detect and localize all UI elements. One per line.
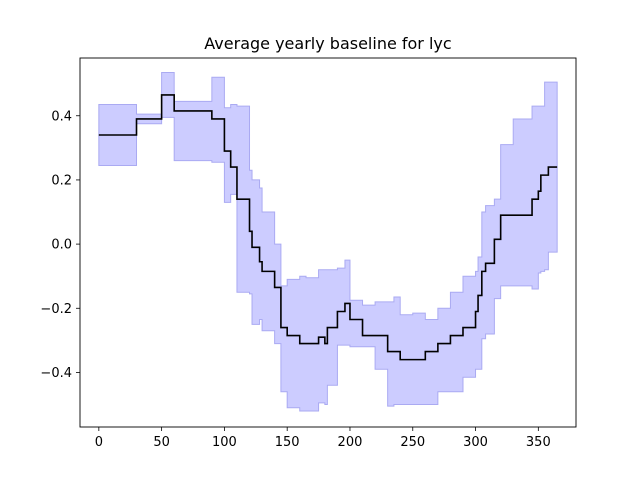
- x-tick-label: 200: [338, 435, 363, 450]
- confidence-band: [98, 71, 558, 412]
- y-tick-label: −0.2: [40, 302, 72, 317]
- x-tick-label: 300: [463, 435, 488, 450]
- x-axis: 0 50 100 150 200 250 300 350: [95, 427, 551, 450]
- mean-line: [98, 94, 558, 361]
- y-tick-label: 0.4: [51, 109, 72, 124]
- plot-area: [98, 71, 558, 412]
- plot-frame: [79, 57, 577, 428]
- x-tick-label: 150: [275, 435, 300, 450]
- y-tick-label: 0.2: [51, 173, 72, 188]
- y-axis: −0.4 −0.2 0.0 0.2 0.4: [40, 109, 80, 381]
- x-tick-label: 250: [400, 435, 425, 450]
- x-tick-label: 50: [153, 435, 170, 450]
- chart-title: Average yearly baseline for lyc: [204, 34, 451, 53]
- x-tick-label: 350: [526, 435, 551, 450]
- y-tick-label: 0.0: [51, 238, 72, 253]
- x-tick-label: 100: [212, 435, 237, 450]
- x-tick-label: 0: [95, 435, 103, 450]
- y-tick-label: −0.4: [40, 366, 72, 381]
